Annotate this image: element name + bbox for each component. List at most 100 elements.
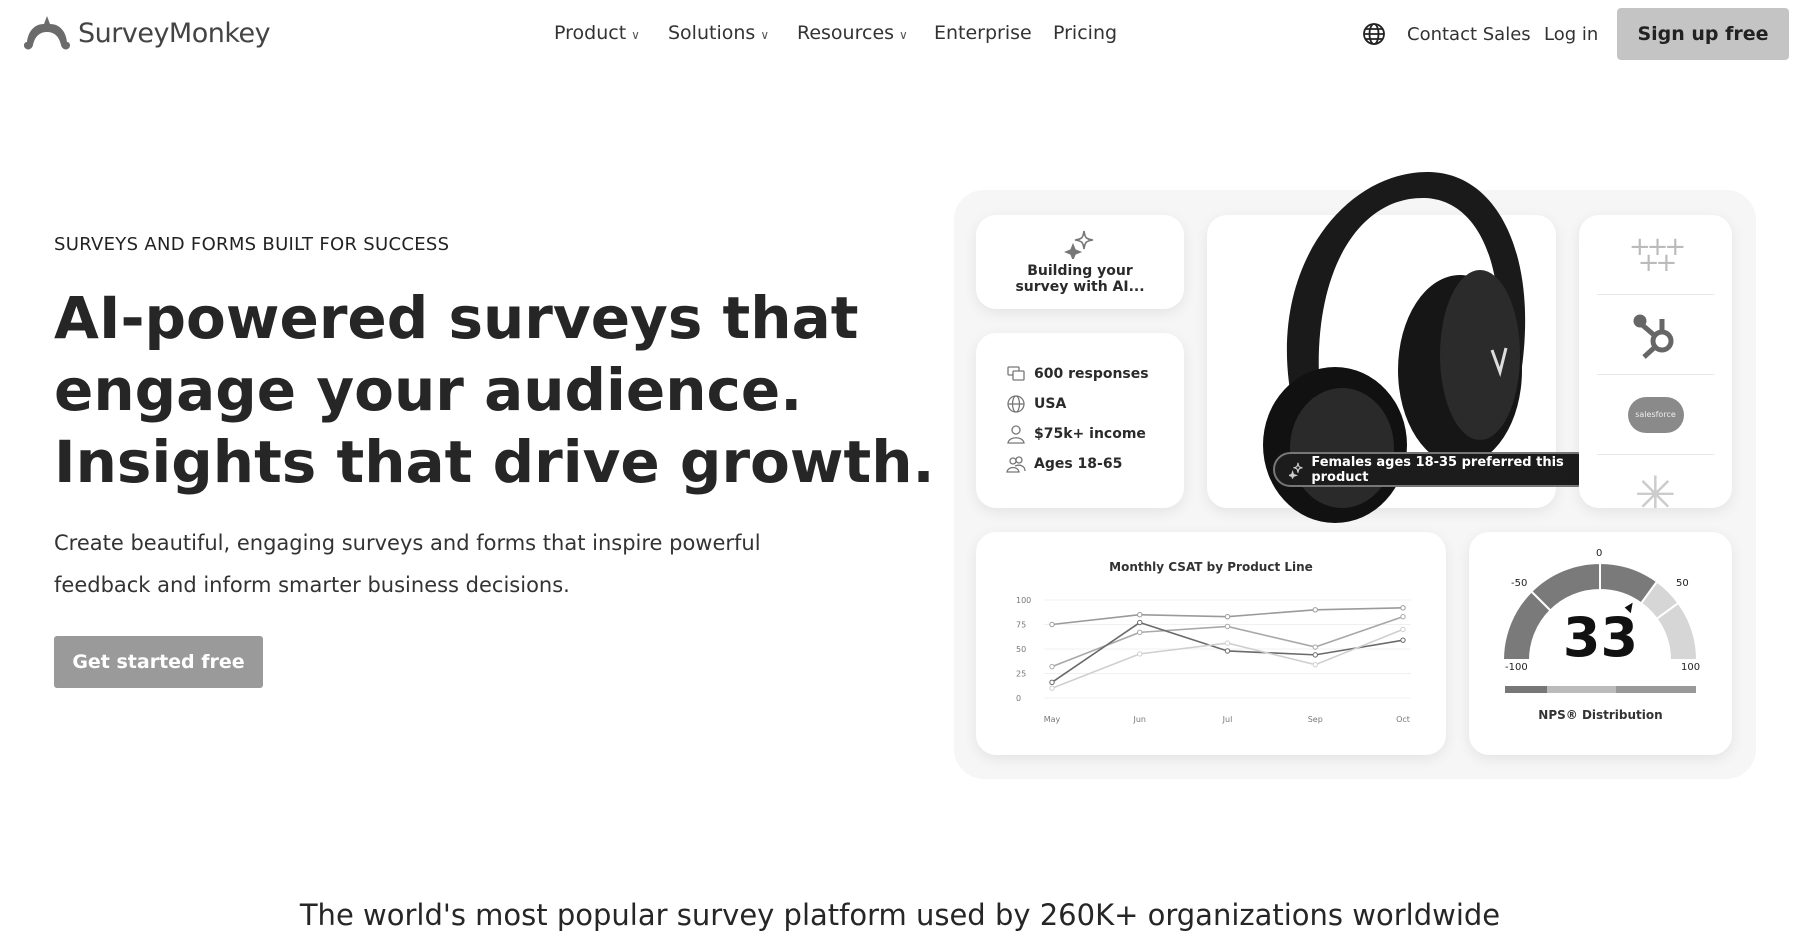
nps-value: 33: [1562, 606, 1639, 669]
headline-line: engage your audience.: [54, 356, 803, 424]
gauge-needle: [1624, 602, 1633, 614]
data-point: [1137, 612, 1143, 618]
globe-icon[interactable]: [1362, 22, 1386, 51]
integrations-card: +++ ++ salesforce ✳: [1579, 215, 1732, 508]
login-link[interactable]: Log in: [1544, 24, 1599, 45]
audience-label: 600 responses: [1034, 366, 1149, 382]
nps-tick: 50: [1676, 578, 1689, 589]
sparkle-icon: [1063, 230, 1094, 262]
insight-text: Females ages 18-35 preferred this produc…: [1311, 454, 1564, 485]
x-tick-label: May: [1044, 715, 1061, 724]
audience-card: 600 responses USA $75k+ income Ages 18-6…: [976, 333, 1184, 508]
data-point: [1224, 640, 1231, 646]
y-tick-label: 75: [1016, 621, 1026, 630]
data-point: [1137, 629, 1143, 636]
insight-pill: Females ages 18-35 preferred this produc…: [1273, 452, 1595, 487]
trust-headline: The world's most popular survey platform…: [299, 898, 1501, 932]
integration-hubspot: [1597, 295, 1714, 375]
data-point: [1049, 663, 1055, 670]
contact-sales-link[interactable]: Contact Sales: [1407, 24, 1531, 45]
data-point: [1400, 605, 1406, 611]
headline-line: Insights that drive growth.: [54, 428, 935, 496]
data-point: [1224, 648, 1231, 654]
audience-item: 600 responses: [1006, 359, 1184, 389]
nps-label: NPS® Distribution: [1538, 708, 1663, 722]
audience-item: $75k+ income: [1006, 419, 1184, 449]
audience-item: USA: [1006, 389, 1184, 419]
y-tick-label: 25: [1016, 670, 1026, 679]
series-line: [1051, 628, 1404, 689]
ai-card: Building your survey with AI...: [976, 215, 1184, 309]
nav-product[interactable]: Product ∨: [554, 22, 640, 44]
csat-line-chart: 0 25 50 75 100 May Jun Jul Sep Oct: [1016, 596, 1411, 724]
integration-salesforce: salesforce: [1597, 375, 1714, 455]
gauge-segment: [1655, 601, 1699, 661]
sign-up-button[interactable]: Sign up free: [1617, 8, 1789, 60]
integration-tableau: +++ ++: [1597, 215, 1714, 295]
nav-solutions[interactable]: Solutions ∨: [668, 22, 769, 44]
nps-tick: -50: [1511, 578, 1528, 589]
y-tick-label: 100: [1016, 596, 1031, 605]
ai-card-text: Building your: [1027, 263, 1133, 279]
ai-card-text: survey with AI...: [1015, 279, 1145, 295]
nav-label: Product: [554, 22, 627, 44]
y-tick-label: 0: [1016, 694, 1021, 703]
chat-icon: [1007, 366, 1025, 381]
nav-resources[interactable]: Resources ∨: [797, 22, 908, 44]
x-tick-label: Jul: [1222, 715, 1233, 724]
hubspot-icon: [1633, 314, 1673, 359]
data-point: [1049, 621, 1055, 628]
nav-label: Resources: [797, 22, 895, 44]
x-tick-label: Sep: [1308, 715, 1323, 724]
audience-label: USA: [1034, 396, 1067, 412]
logo[interactable]: SurveyMonkey: [22, 14, 271, 52]
nps-max: 100: [1681, 662, 1701, 673]
data-point: [1137, 619, 1143, 626]
data-point: [1312, 607, 1318, 613]
data-point: [1049, 685, 1055, 691]
nav-label: Solutions: [668, 22, 756, 44]
data-point: [1400, 613, 1406, 620]
globe-icon: [1007, 395, 1025, 413]
audience-item: Ages 18-65: [1006, 449, 1184, 479]
data-point: [1137, 651, 1143, 657]
chevron-down-icon: ∨: [899, 28, 908, 42]
data-point: [1312, 652, 1318, 658]
hero-subtext: Create beautiful, engaging surveys and f…: [54, 531, 761, 597]
nav-pricing[interactable]: Pricing: [1053, 22, 1118, 44]
chevron-down-icon: ∨: [760, 28, 770, 42]
x-tick-label: Jun: [1133, 715, 1147, 724]
person-icon: [1007, 425, 1025, 444]
chevron-down-icon: ∨: [631, 28, 640, 42]
audience-label: $75k+ income: [1034, 426, 1146, 442]
hero-eyebrow: SURVEYS AND FORMS BUILT FOR SUCCESS: [54, 234, 450, 255]
monkey-logo-icon: [23, 16, 71, 50]
data-point: [1400, 637, 1406, 643]
nav-enterprise[interactable]: Enterprise: [934, 22, 1032, 44]
salesforce-icon: salesforce: [1627, 396, 1684, 433]
integration-zapier: ✳: [1597, 455, 1714, 508]
nps-distribution-bar: [1505, 686, 1696, 693]
data-point: [1224, 613, 1231, 620]
audience-label: Ages 18-65: [1034, 456, 1123, 472]
brand-name: SurveyMonkey: [78, 17, 271, 49]
hero-headline: AI-powered surveys that engage your audi…: [54, 282, 935, 498]
x-tick-label: Oct: [1396, 715, 1410, 724]
sparkle-icon: [1289, 462, 1303, 479]
nps-gauge: [1501, 561, 1699, 661]
csat-chart-card: Monthly CSAT by Product Line 0 25 50 75 100 M…: [976, 532, 1446, 755]
chart-title: Monthly CSAT by Product Line: [1109, 560, 1313, 574]
data-point: [1400, 626, 1406, 633]
data-point: [1312, 644, 1318, 650]
headline-line: AI-powered surveys that: [54, 284, 859, 352]
data-point: [1224, 623, 1231, 630]
data-point: [1049, 679, 1055, 686]
data-point: [1312, 661, 1318, 668]
nps-min: -100: [1505, 662, 1528, 673]
nps-tick: 0: [1596, 548, 1603, 559]
tableau-icon: +++ ++: [1628, 231, 1686, 278]
zapier-icon: ✳: [1634, 466, 1677, 508]
get-started-button[interactable]: Get started free: [54, 636, 263, 688]
y-tick-label: 50: [1016, 645, 1026, 654]
people-icon: [1006, 456, 1026, 473]
